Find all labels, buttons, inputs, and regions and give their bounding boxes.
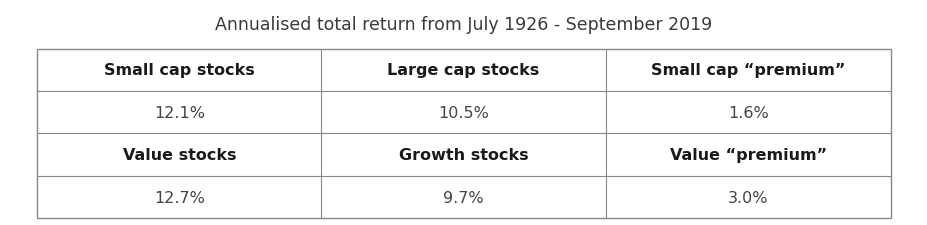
Text: Value stocks: Value stocks bbox=[122, 148, 235, 162]
Text: Small cap stocks: Small cap stocks bbox=[104, 63, 254, 78]
Text: 9.7%: 9.7% bbox=[443, 190, 483, 205]
Text: Annualised total return from July 1926 - September 2019: Annualised total return from July 1926 -… bbox=[215, 16, 712, 34]
Text: 1.6%: 1.6% bbox=[727, 105, 768, 120]
Text: 12.1%: 12.1% bbox=[154, 105, 205, 120]
Text: Large cap stocks: Large cap stocks bbox=[387, 63, 540, 78]
Text: 3.0%: 3.0% bbox=[728, 190, 768, 205]
Text: 12.7%: 12.7% bbox=[154, 190, 205, 205]
Bar bbox=[37, 50, 890, 218]
Text: Small cap “premium”: Small cap “premium” bbox=[651, 63, 844, 78]
Text: Growth stocks: Growth stocks bbox=[399, 148, 527, 162]
Text: 10.5%: 10.5% bbox=[438, 105, 489, 120]
Text: Value “premium”: Value “premium” bbox=[669, 148, 826, 162]
